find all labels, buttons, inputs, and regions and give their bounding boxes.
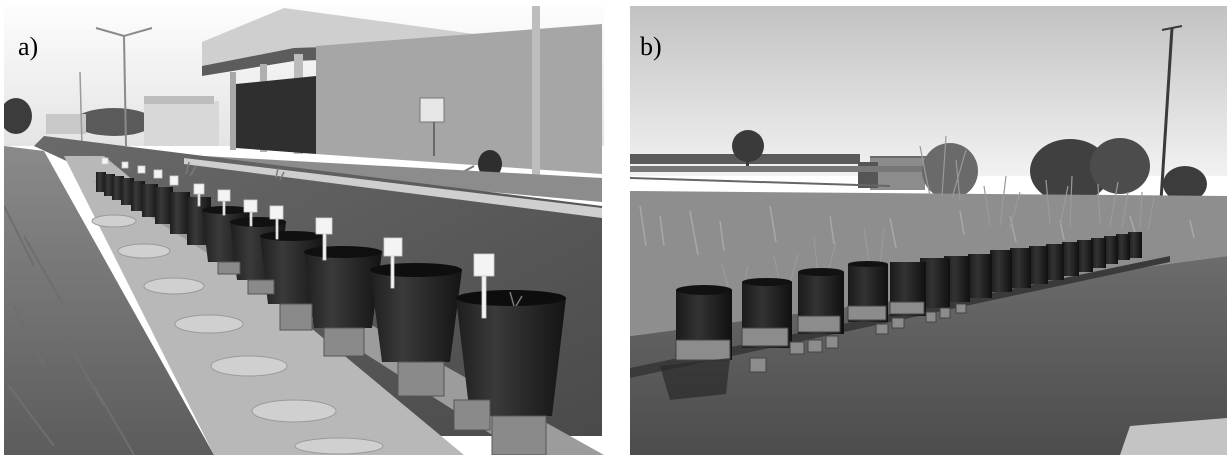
- photo-panel-b: b): [630, 6, 1227, 455]
- field-scene-photo: [630, 6, 1227, 455]
- panel-label-b: b): [640, 32, 662, 61]
- street-scene-photo: [4, 6, 604, 455]
- photo-panel-a: a): [4, 6, 604, 455]
- panel-label-a: a): [18, 32, 39, 61]
